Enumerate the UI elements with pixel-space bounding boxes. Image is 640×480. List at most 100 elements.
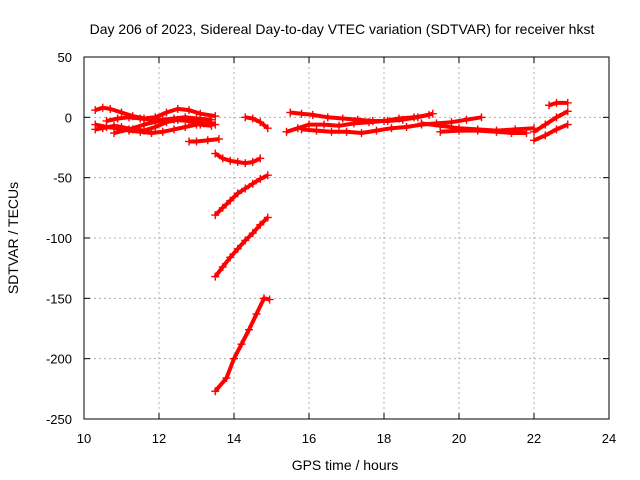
data-point (215, 135, 223, 144)
x-tick-label: 24 (602, 431, 616, 446)
data-point (552, 113, 561, 122)
series-track-11 (211, 294, 274, 396)
data-point (447, 118, 456, 127)
data-point (256, 118, 265, 127)
series-track-19 (545, 98, 572, 110)
data-point (286, 108, 295, 117)
data-point (226, 196, 235, 205)
data-point (211, 149, 220, 158)
data-point (241, 159, 250, 168)
data-point (256, 154, 265, 163)
data-point (196, 109, 205, 118)
data-point (181, 122, 190, 131)
y-tick-label: -50 (53, 171, 72, 186)
data-point (417, 119, 426, 128)
y-tick-label: -150 (46, 291, 72, 306)
data-point (256, 174, 265, 183)
data-point (263, 171, 272, 180)
grid (84, 57, 609, 419)
y-tick-label: -100 (46, 231, 72, 246)
data-point (151, 122, 160, 131)
series-line (213, 296, 271, 393)
data-point (211, 112, 220, 121)
data-point (102, 116, 111, 125)
data-point (492, 127, 501, 136)
data-point (200, 119, 208, 128)
data-point (265, 295, 274, 304)
y-tick-labels: 50 0 -50 -100 -150 -200 -250 (46, 50, 72, 427)
data-point (185, 137, 193, 146)
data-point (211, 120, 220, 129)
y-axis-label: SDTVAR / TECUs (5, 182, 21, 294)
data-point (155, 116, 163, 125)
x-tick-label: 14 (227, 431, 241, 446)
data-point (91, 106, 100, 115)
data-point (545, 101, 553, 110)
data-point (245, 325, 253, 334)
data-point (162, 108, 171, 117)
data-point (256, 220, 265, 229)
data-point (226, 156, 235, 165)
data-point (541, 131, 550, 140)
series-line (213, 173, 269, 217)
data-point (263, 213, 272, 222)
data-point (173, 104, 182, 113)
x-tick-label: 18 (377, 431, 391, 446)
data-point (402, 122, 411, 131)
x-tick-label: 22 (527, 431, 541, 446)
data-point (248, 229, 257, 238)
data-point (368, 116, 377, 125)
y-tick-label: 0 (65, 110, 72, 125)
data-point (248, 157, 257, 166)
data-point (241, 236, 250, 245)
data-point (323, 113, 332, 122)
data-point (125, 125, 133, 134)
data-point (413, 113, 422, 122)
data-point (237, 340, 246, 349)
data-point (170, 115, 178, 124)
data-point (342, 127, 351, 136)
data-point (203, 136, 212, 145)
series-track-17 (530, 120, 572, 145)
data-point (222, 373, 231, 382)
data-point (398, 115, 407, 124)
data-point (552, 125, 561, 134)
data-point (158, 127, 167, 136)
series-track-7 (211, 149, 265, 168)
series-track-14 (297, 113, 486, 138)
data-point (522, 129, 531, 138)
data-point (327, 127, 336, 136)
series-track-9 (211, 171, 272, 220)
x-tick-label: 12 (152, 431, 166, 446)
series-track-5 (110, 115, 220, 138)
y-tick-label: 50 (58, 50, 72, 65)
data-point (230, 354, 238, 363)
data-point (211, 211, 220, 220)
data-point (136, 114, 145, 123)
data-point (117, 108, 126, 117)
series-line (533, 122, 569, 143)
series-track-6 (185, 135, 223, 146)
data-point (387, 124, 396, 133)
data-point (372, 126, 381, 135)
y-tick-label: -250 (46, 412, 72, 427)
data-point (335, 121, 343, 130)
data-point (110, 129, 118, 138)
data-point (563, 120, 572, 129)
data-point (312, 126, 321, 135)
y-tick-label: -200 (46, 352, 72, 367)
data-point (140, 120, 148, 129)
data-point (185, 116, 193, 125)
data-point (233, 157, 242, 166)
x-tick-label: 20 (452, 431, 466, 446)
data-point (541, 120, 550, 129)
data-point (507, 129, 516, 138)
data-point (218, 154, 227, 163)
data-point (241, 113, 250, 122)
data-point (473, 126, 482, 135)
data-point (136, 127, 145, 136)
data-point (226, 253, 235, 262)
data-point (383, 116, 392, 125)
data-point (91, 120, 100, 129)
series-track-13 (286, 108, 437, 125)
